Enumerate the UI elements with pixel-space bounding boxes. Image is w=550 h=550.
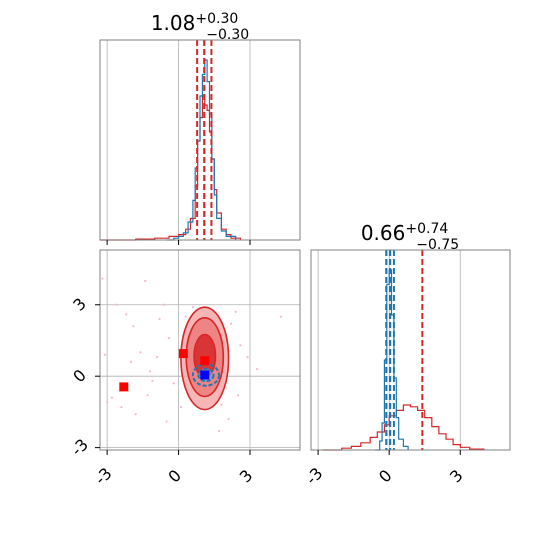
scatter-point [129, 360, 133, 364]
scatter-point [103, 353, 106, 356]
scatter-point [246, 356, 249, 359]
panel-param-1-vs-param-2 [95, 249, 301, 455]
scatter-point [101, 277, 104, 280]
scatter-point [139, 351, 142, 354]
y-tick-label: 3 [69, 294, 90, 315]
scatter-point [115, 303, 118, 306]
y-tick-label: 0 [69, 366, 90, 387]
y-tick-label: -3 [67, 435, 92, 460]
scatter-point [172, 382, 175, 385]
scatter-point [229, 322, 233, 325]
scatter-point [132, 325, 135, 328]
x-tick-label: 3 [236, 466, 257, 487]
scatter-point [220, 403, 223, 406]
x-tick-label: 0 [375, 466, 396, 487]
panel-param-2-marginal [310, 249, 511, 455]
scatter-point [239, 344, 242, 347]
axes-frame [310, 249, 511, 451]
title-param-2-plus: +0.74 [405, 221, 448, 237]
scatter-point [279, 315, 283, 318]
histogram-blue [166, 59, 237, 241]
x-tick-label: 3 [446, 466, 467, 487]
x-tick-label: -3 [91, 464, 116, 489]
scatter-point [110, 396, 114, 399]
scatter-point [191, 306, 194, 309]
axes-frame [99, 39, 301, 241]
scatter-point [236, 394, 240, 397]
title-param-2-minus: −0.75 [416, 237, 459, 253]
scatter-point [184, 315, 187, 318]
scatter-point [165, 420, 168, 423]
scatter-point [156, 356, 159, 359]
axes-frame [99, 249, 301, 451]
scatter-point [217, 429, 221, 433]
marker-red [178, 349, 188, 359]
x-tick-label: 0 [164, 466, 185, 487]
title-param-1-value: 1.08 [151, 11, 196, 35]
scatter-point [144, 279, 147, 283]
title-param-2-value: 0.66 [361, 221, 406, 245]
scatter-point [125, 313, 128, 316]
scatter-point [151, 379, 154, 383]
x-tick-label: -3 [302, 464, 327, 489]
scatter-point [179, 406, 183, 409]
scatter-point [158, 317, 161, 321]
scatter-point [167, 336, 171, 340]
scatter-point [148, 370, 152, 373]
marker-blue [200, 370, 210, 380]
scatter-point [227, 417, 230, 421]
panel-param-1-marginal [99, 39, 301, 245]
histogram-blue [375, 269, 409, 451]
title-param-1: 1.08+0.30 −0.30 [151, 11, 249, 43]
histogram-red [322, 404, 485, 451]
title-param-1-plus: +0.30 [195, 11, 238, 27]
scatter-point [256, 367, 259, 371]
title-param-2: 0.66+0.74 −0.75 [361, 221, 459, 253]
marker-red [119, 382, 129, 392]
scatter-point [106, 401, 109, 404]
title-param-1-minus: −0.30 [206, 27, 249, 43]
scatter-point [146, 394, 149, 397]
marker-red [200, 356, 210, 366]
scatter-point [163, 303, 166, 306]
scatter-point [120, 406, 123, 409]
scatter-point [234, 310, 237, 314]
scatter-point [134, 413, 137, 416]
